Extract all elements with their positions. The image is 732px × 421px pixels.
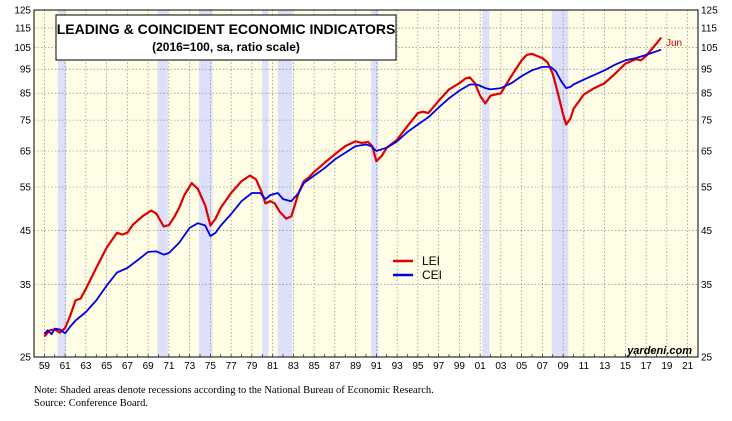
legend: LEI CEI: [393, 254, 442, 282]
watermark: yardeni.com: [626, 345, 692, 357]
y-tick-label-right-35: 35: [701, 280, 713, 291]
x-tick-label-75: 75: [205, 361, 217, 372]
series-lines: [43, 36, 663, 338]
title-box: LEADING & COINCIDENT ECONOMIC INDICATORS…: [55, 14, 397, 61]
x-tick-label-79: 79: [246, 361, 258, 372]
x-tick-label-99: 99: [454, 361, 466, 372]
x-tick-label-09: 09: [558, 361, 570, 372]
x-tick-label-87: 87: [329, 361, 341, 372]
y-tick-label-left-95: 95: [20, 65, 32, 76]
x-tick-label-85: 85: [309, 361, 321, 372]
x-tick-label-91: 91: [371, 361, 383, 372]
chart-title: LEADING & COINCIDENT ECONOMIC INDICATORS: [57, 21, 396, 37]
recession-band-2: [198, 10, 213, 357]
series-line-cei: [43, 48, 662, 336]
y-tick-label-right-105: 105: [701, 43, 718, 54]
y-tick-label-right-115: 115: [701, 23, 717, 34]
plot-area: [34, 10, 698, 357]
x-tick-label-73: 73: [184, 361, 196, 372]
footnote-note: Note: Shaded areas denote recessions acc…: [34, 385, 434, 396]
x-tick-label-59: 59: [39, 361, 51, 372]
y-tick-label-right-85: 85: [701, 89, 713, 100]
y-tick-label-left-35: 35: [20, 280, 32, 291]
x-tick-label-63: 63: [80, 361, 92, 372]
x-tick-label-15: 15: [620, 361, 632, 372]
recession-band-5: [371, 10, 379, 357]
x-tick-label-71: 71: [163, 361, 175, 372]
y-tick-label-left-65: 65: [20, 146, 32, 157]
recession-band-0: [57, 10, 67, 357]
x-tick-label-07: 07: [537, 361, 549, 372]
y-tick-label-left-55: 55: [20, 183, 32, 194]
x-tick-label-77: 77: [226, 361, 238, 372]
y-tick-label-left-85: 85: [20, 89, 32, 100]
y-tick-label-right-55: 55: [701, 183, 713, 194]
recession-band-1: [157, 10, 168, 357]
axis-tick-labels: 25 25 35 35 45 45 55 55 65 65 75 75 85 85 95 95 105 105 11…: [14, 6, 718, 373]
x-tick-label-81: 81: [267, 361, 279, 372]
footnote-source: Source: Conference Board.: [34, 398, 148, 409]
x-tick-label-19: 19: [661, 361, 673, 372]
x-tick-label-21: 21: [682, 361, 694, 372]
y-tick-label-left-75: 75: [20, 116, 32, 127]
x-tick-label-01: 01: [475, 361, 487, 372]
recession-band-6: [482, 10, 490, 357]
x-tick-label-69: 69: [143, 361, 155, 372]
x-tick-label-03: 03: [495, 361, 507, 372]
x-tick-label-95: 95: [412, 361, 424, 372]
x-tick-label-17: 17: [641, 361, 653, 372]
recession-band-7: [551, 10, 569, 357]
y-tick-label-left-105: 105: [14, 43, 31, 54]
y-tick-label-right-45: 45: [701, 226, 713, 237]
x-tick-label-83: 83: [288, 361, 300, 372]
y-tick-label-left-25: 25: [20, 353, 32, 364]
y-tick-label-left-125: 125: [14, 6, 31, 17]
x-tick-label-61: 61: [60, 361, 72, 372]
x-tick-label-67: 67: [122, 361, 134, 372]
x-tick-label-97: 97: [433, 361, 445, 372]
recession-shading: [57, 10, 569, 357]
x-tick-label-11: 11: [579, 361, 590, 372]
x-tick-label-65: 65: [101, 361, 113, 372]
x-tick-label-89: 89: [350, 361, 362, 372]
x-tick-label-13: 13: [599, 361, 611, 372]
chart-subtitle: (2016=100, sa, ratio scale): [152, 40, 300, 54]
recession-band-3: [262, 10, 269, 357]
legend-label-cei: CEI: [422, 268, 442, 282]
y-tick-label-right-25: 25: [701, 353, 713, 364]
recession-band-4: [277, 10, 293, 357]
y-tick-label-left-45: 45: [20, 226, 32, 237]
y-tick-label-left-115: 115: [15, 23, 31, 34]
x-tick-label-05: 05: [516, 361, 528, 372]
y-tick-label-right-65: 65: [701, 146, 713, 157]
y-tick-label-right-95: 95: [701, 65, 713, 76]
x-tick-label-93: 93: [392, 361, 404, 372]
series-line-lei: [43, 36, 663, 338]
plot-frame: [33, 9, 699, 358]
annotation-jun: Jun: [666, 38, 682, 49]
legend-label-lei: LEI: [422, 254, 440, 268]
y-tick-label-right-125: 125: [701, 6, 718, 17]
y-tick-label-right-75: 75: [701, 116, 713, 127]
